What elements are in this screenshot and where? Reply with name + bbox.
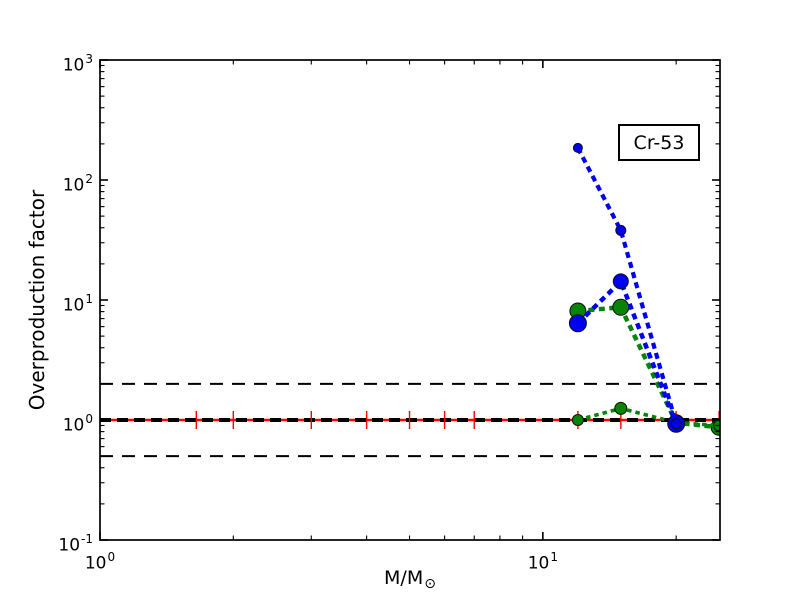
y-tick-label-10e0: 100 bbox=[63, 407, 93, 439]
series-line-blue-large-markers bbox=[576, 277, 679, 425]
y-tick-label-10e1: 101 bbox=[63, 287, 93, 319]
y-tick-label-10e3-exponent: 3 bbox=[85, 52, 93, 66]
series-marker-green-small-markers-15 bbox=[614, 401, 628, 415]
y-tick-label-10e2: 102 bbox=[63, 167, 93, 199]
ticks-group bbox=[99, 59, 720, 541]
y-tick-label-10e3: 103 bbox=[63, 47, 93, 79]
x-axis-label: M/M⊙ bbox=[330, 564, 490, 592]
y-tick-label-10e0-exponent: 0 bbox=[85, 412, 93, 426]
isotope-label: Cr-53 bbox=[633, 131, 685, 154]
x-tick-label-10e0-exponent: 0 bbox=[107, 550, 116, 564]
y-tick-label-10e-1: 10-1 bbox=[58, 527, 93, 559]
series-marker-green-small-markers-12 bbox=[571, 414, 584, 426]
x-tick-label-10e0-base: 10 bbox=[84, 553, 107, 574]
series-marker-blue-upper-markers-12 bbox=[572, 142, 583, 153]
y-tick-label-10e-1-exponent: -1 bbox=[81, 532, 93, 546]
series-marker-green-large-markers-15 bbox=[612, 298, 630, 316]
y-axis-label: Overproduction factor bbox=[25, 189, 49, 411]
y-tick-label-10e1-base: 10 bbox=[62, 295, 85, 316]
isotope-label-box: Cr-53 bbox=[618, 124, 700, 161]
sun-symbol-icon: ⊙ bbox=[424, 576, 436, 592]
y-tick-label-10e0-base: 10 bbox=[62, 415, 85, 436]
x-tick-label-10e1-base: 10 bbox=[527, 553, 550, 574]
x-tick-label-10e0: 100 bbox=[65, 545, 135, 577]
y-tick-label-10e3-base: 10 bbox=[62, 55, 85, 76]
x-tick-label-10e1-exponent: 1 bbox=[550, 550, 558, 564]
series-marker-blue-large-markers-15 bbox=[612, 273, 629, 290]
x-tick-label-10e1: 101 bbox=[508, 545, 578, 577]
series-line-green-small-markers bbox=[577, 406, 720, 428]
series-marker-blue-upper-markers-15 bbox=[615, 224, 627, 236]
series-marker-blue-upper-markers-20 bbox=[670, 418, 682, 430]
x-axis-label-main: M/M bbox=[384, 567, 424, 589]
series-group bbox=[568, 142, 720, 436]
y-tick-label-10e2-exponent: 2 bbox=[85, 172, 93, 186]
y-tick-label-10e-1-base: 10 bbox=[58, 535, 81, 556]
series-marker-blue-large-markers-12 bbox=[568, 314, 587, 333]
y-tick-label-10e2-base: 10 bbox=[62, 175, 85, 196]
y-tick-label-10e1-exponent: 1 bbox=[85, 292, 93, 306]
